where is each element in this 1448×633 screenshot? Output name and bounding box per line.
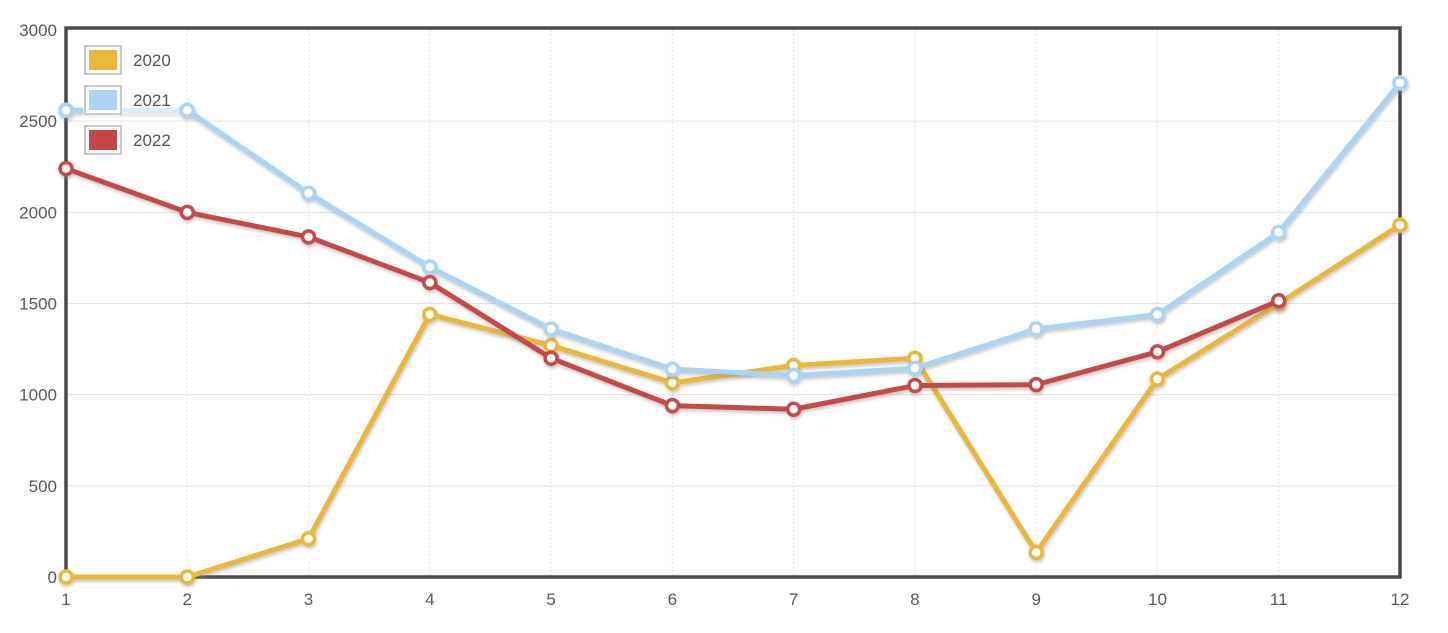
data-point-2022 xyxy=(543,350,559,366)
data-point-2020 xyxy=(543,337,559,354)
data-point-2022 xyxy=(1270,293,1287,309)
x-axis-tick-label: 1 xyxy=(61,590,70,609)
data-point-2021 xyxy=(1149,306,1166,323)
data-point-2021 xyxy=(1392,75,1408,91)
data-point-2020 xyxy=(664,375,681,391)
series-line-2021 xyxy=(63,80,1403,379)
x-axis-tick-label: 11 xyxy=(1270,590,1288,609)
data-point-2022 xyxy=(1149,344,1166,360)
x-axis-tick-label: 7 xyxy=(789,590,798,609)
legend-swatch-2020 xyxy=(84,45,122,75)
legend-label-2022: 2022 xyxy=(133,130,171,150)
data-point-2020 xyxy=(1149,371,1166,387)
legend-label-2021: 2021 xyxy=(133,90,171,110)
x-axis-tick-label: 3 xyxy=(304,590,313,609)
data-point-2021 xyxy=(58,102,74,118)
x-axis-tick-label: 2 xyxy=(183,590,192,609)
data-point-2021 xyxy=(300,185,317,201)
chart-legend: 2020 2021 2022 xyxy=(83,45,179,155)
legend-item-2022[interactable]: 2022 xyxy=(83,125,179,155)
x-axis-tick-label: 10 xyxy=(1148,590,1167,609)
legend-swatch-2022 xyxy=(84,125,122,155)
x-axis-tick-label: 9 xyxy=(1031,590,1040,609)
series-2022 xyxy=(58,160,1287,418)
data-point-2022 xyxy=(785,401,802,418)
data-point-2020 xyxy=(300,530,317,547)
data-point-2021 xyxy=(1270,224,1287,241)
legend-swatch-2021 xyxy=(84,85,122,115)
x-axis-tick-label: 12 xyxy=(1391,590,1410,609)
data-point-2021 xyxy=(907,360,923,376)
data-point-2021 xyxy=(179,102,196,118)
legend-item-2020[interactable]: 2020 xyxy=(83,45,179,75)
series-line-2020 xyxy=(63,222,1403,580)
data-point-2022 xyxy=(1028,376,1044,393)
data-point-2020 xyxy=(58,569,74,585)
data-point-2021 xyxy=(1028,321,1044,337)
data-point-2022 xyxy=(664,397,681,414)
data-point-2021 xyxy=(664,361,681,377)
plot-border xyxy=(64,26,1402,579)
data-point-2022 xyxy=(179,204,196,221)
data-point-2020 xyxy=(422,306,438,323)
y-axis-tick-label: 2500 xyxy=(19,112,57,131)
data-point-2020 xyxy=(179,569,196,585)
y-axis-tick-label: 0 xyxy=(48,568,57,587)
data-point-2021 xyxy=(422,259,438,275)
series-2021 xyxy=(58,75,1408,384)
legend-item-2021[interactable]: 2021 xyxy=(83,85,179,115)
data-point-2022 xyxy=(58,160,74,177)
y-axis-tick-label: 1000 xyxy=(19,386,57,405)
x-axis-tick-label: 4 xyxy=(425,590,434,609)
data-point-2022 xyxy=(422,274,438,291)
data-point-2021 xyxy=(543,321,559,337)
data-point-2022 xyxy=(907,377,923,394)
y-axis-tick-label: 1500 xyxy=(19,295,57,314)
y-axis-tick-label: 500 xyxy=(29,477,57,496)
series-2020 xyxy=(58,217,1408,585)
legend-label-2020: 2020 xyxy=(133,50,171,70)
x-axis-tick-label: 8 xyxy=(910,590,919,609)
x-axis-tick-label: 6 xyxy=(668,590,677,609)
data-point-2022 xyxy=(300,229,317,245)
data-point-2021 xyxy=(785,367,802,384)
data-point-2020 xyxy=(1028,544,1044,561)
data-point-2020 xyxy=(1392,217,1408,233)
y-axis-tick-label: 3000 xyxy=(19,21,57,40)
y-axis-tick-label: 2000 xyxy=(19,203,57,222)
x-axis-tick-label: 5 xyxy=(546,590,555,609)
